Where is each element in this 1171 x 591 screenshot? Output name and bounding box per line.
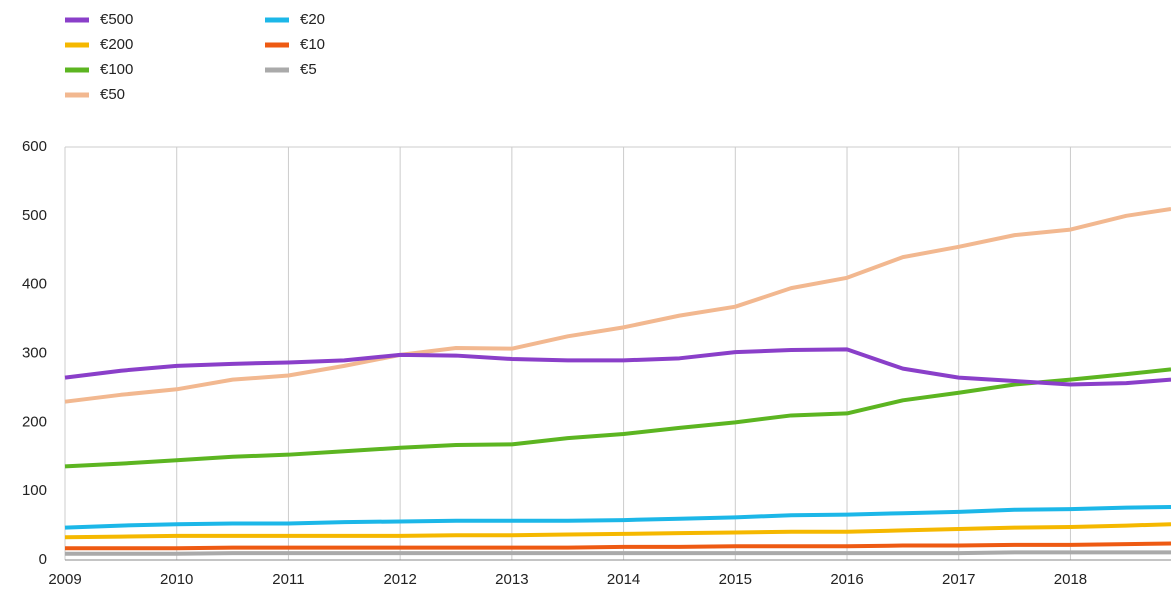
x-tick-label: 2015	[719, 571, 752, 588]
x-tick-label: 2012	[383, 571, 416, 588]
legend-label: €5	[300, 61, 317, 78]
x-tick-label: 2014	[607, 571, 640, 588]
x-tick-label: 2018	[1054, 571, 1087, 588]
x-tick-label: 2013	[495, 571, 528, 588]
series-line	[64, 206, 1171, 404]
legend-label: €200	[100, 36, 133, 53]
y-tick-label: 200	[22, 413, 47, 430]
x-tick-label: 2011	[272, 571, 304, 588]
series-line	[65, 550, 1171, 556]
legend-label: €50	[100, 86, 125, 103]
series-line	[65, 541, 1171, 551]
series-line	[64, 347, 1171, 387]
x-tick-label: 2010	[160, 571, 193, 588]
y-tick-label: 300	[22, 344, 47, 361]
x-tick-label: 2016	[830, 571, 863, 588]
y-tick-label: 100	[22, 482, 47, 499]
y-tick-label: 500	[22, 207, 47, 224]
legend-label: €10	[300, 36, 325, 53]
legend-label: €500	[100, 11, 133, 28]
y-tick-label: 400	[22, 276, 47, 293]
y-tick-label: 0	[39, 551, 47, 568]
x-tick-label: 2009	[48, 571, 81, 588]
y-tick-label: 600	[22, 138, 47, 155]
legend-label: €20	[300, 11, 325, 28]
x-tick-label: 2017	[942, 571, 975, 588]
series-line	[64, 504, 1171, 530]
legend-label: €100	[100, 61, 133, 78]
series-line	[64, 522, 1171, 540]
series-line	[64, 367, 1171, 469]
